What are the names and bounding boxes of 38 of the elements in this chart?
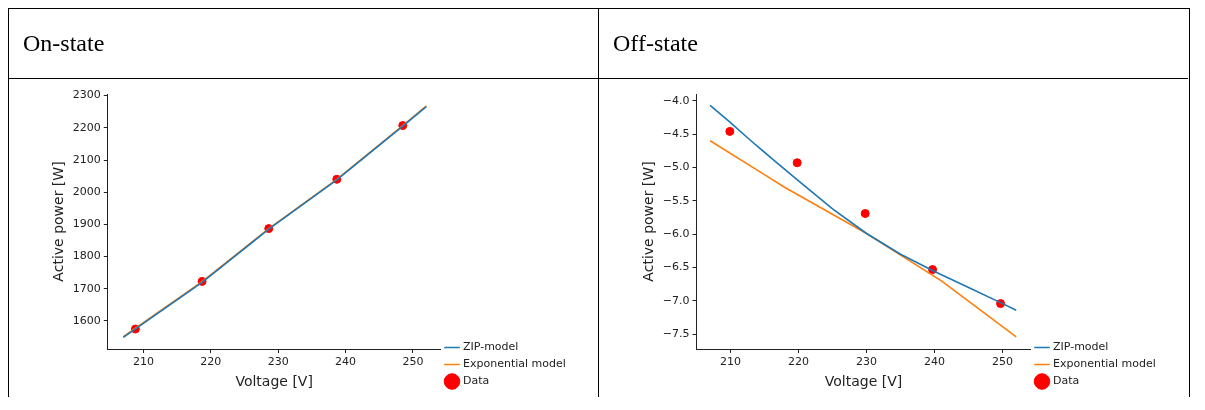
y-tick-label: −4.5	[662, 126, 690, 140]
y-tick-label: 1600	[72, 313, 101, 327]
y-axis-title: Active power [W]	[50, 161, 67, 282]
y-tick-label: 2300	[72, 88, 101, 102]
x-tick-label: 230	[856, 355, 878, 369]
y-tick-label: −6.5	[662, 260, 690, 274]
y-tick-label: −5.0	[662, 160, 690, 174]
y-tick-label: 2200	[72, 120, 101, 134]
y-tick-label: −6.0	[662, 227, 690, 241]
y-tick-label: −4.0	[662, 93, 690, 107]
x-tick-label: 250	[402, 355, 424, 369]
y-tick-label: −7.5	[662, 327, 690, 341]
y-tick-label: 2000	[72, 185, 101, 199]
y-axis-title: Active power [W]	[640, 161, 657, 282]
x-tick-label: 220	[788, 355, 810, 369]
x-tick-label: 230	[267, 355, 289, 369]
y-tick-label: 1800	[72, 249, 101, 263]
x-tick-label: 240	[335, 355, 357, 369]
x-tick-label: 250	[992, 355, 1014, 369]
x-tick-label: 220	[200, 355, 222, 369]
x-tick-label: 210	[132, 355, 154, 369]
x-tick-label: 210	[720, 355, 742, 369]
legend-label: ZIP-model	[463, 340, 519, 354]
x-axis-title: Voltage [V]	[824, 373, 903, 390]
x-tick-label: 240	[924, 355, 946, 369]
legend-label: ZIP-model	[1053, 340, 1109, 354]
legend-label: Data	[1053, 374, 1080, 388]
legend-label: Exponential model	[1053, 357, 1156, 371]
legend-label: Exponential model	[463, 357, 566, 371]
legend-label: Data	[463, 374, 490, 388]
chart-title: Off-state	[599, 9, 1188, 79]
y-tick-label: −7.0	[662, 293, 690, 307]
x-axis-title: Voltage [V]	[235, 373, 313, 390]
y-tick-label: 1700	[72, 281, 101, 295]
y-tick-label: 1900	[72, 217, 101, 231]
chart-title: On-state	[9, 9, 598, 79]
y-tick-label: −5.5	[662, 193, 690, 207]
y-tick-label: 2100	[72, 152, 101, 166]
